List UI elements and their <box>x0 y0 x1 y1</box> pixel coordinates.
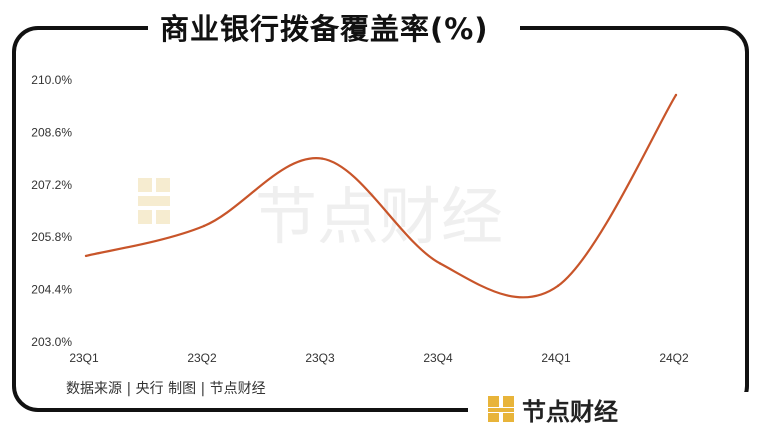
brand-logo-icon <box>488 396 514 422</box>
x-tick-label: 24Q2 <box>659 351 689 365</box>
x-tick-label: 23Q3 <box>305 351 335 365</box>
x-tick-label: 23Q1 <box>69 351 99 365</box>
brand-name: 节点财经 <box>522 398 618 426</box>
brand-background <box>468 392 759 432</box>
data-point <box>84 254 88 258</box>
watermark-logo <box>138 178 170 224</box>
y-tick-label: 207.2% <box>31 178 72 192</box>
y-tick-label: 208.6% <box>31 125 72 139</box>
title-background <box>148 8 520 48</box>
y-axis: 203.0% 204.4% 205.8% 207.2% 208.6% 210.0% <box>31 73 72 349</box>
y-tick-label: 210.0% <box>31 73 72 87</box>
data-point <box>202 224 206 228</box>
x-tick-label: 23Q4 <box>423 351 453 365</box>
x-tick-label: 23Q2 <box>187 351 217 365</box>
data-point <box>674 93 678 97</box>
watermark: 节点财经 <box>138 178 503 253</box>
y-tick-label: 205.8% <box>31 230 72 244</box>
watermark-text: 节点财经 <box>255 180 503 253</box>
x-axis: 23Q1 23Q2 23Q3 23Q4 24Q1 24Q2 <box>69 351 689 365</box>
y-tick-label: 203.0% <box>31 335 72 349</box>
x-tick-label: 24Q1 <box>541 351 571 365</box>
y-tick-label: 204.4% <box>31 283 72 297</box>
data-point <box>320 157 324 160</box>
series-line <box>85 94 677 299</box>
data-point <box>556 284 560 288</box>
chart-title: 商业银行拨备覆盖率(%) <box>160 12 489 46</box>
data-point <box>438 262 442 265</box>
source-note: 数据来源 | 央行 制图 | 节点财经 <box>66 381 266 397</box>
data-points <box>84 93 678 288</box>
